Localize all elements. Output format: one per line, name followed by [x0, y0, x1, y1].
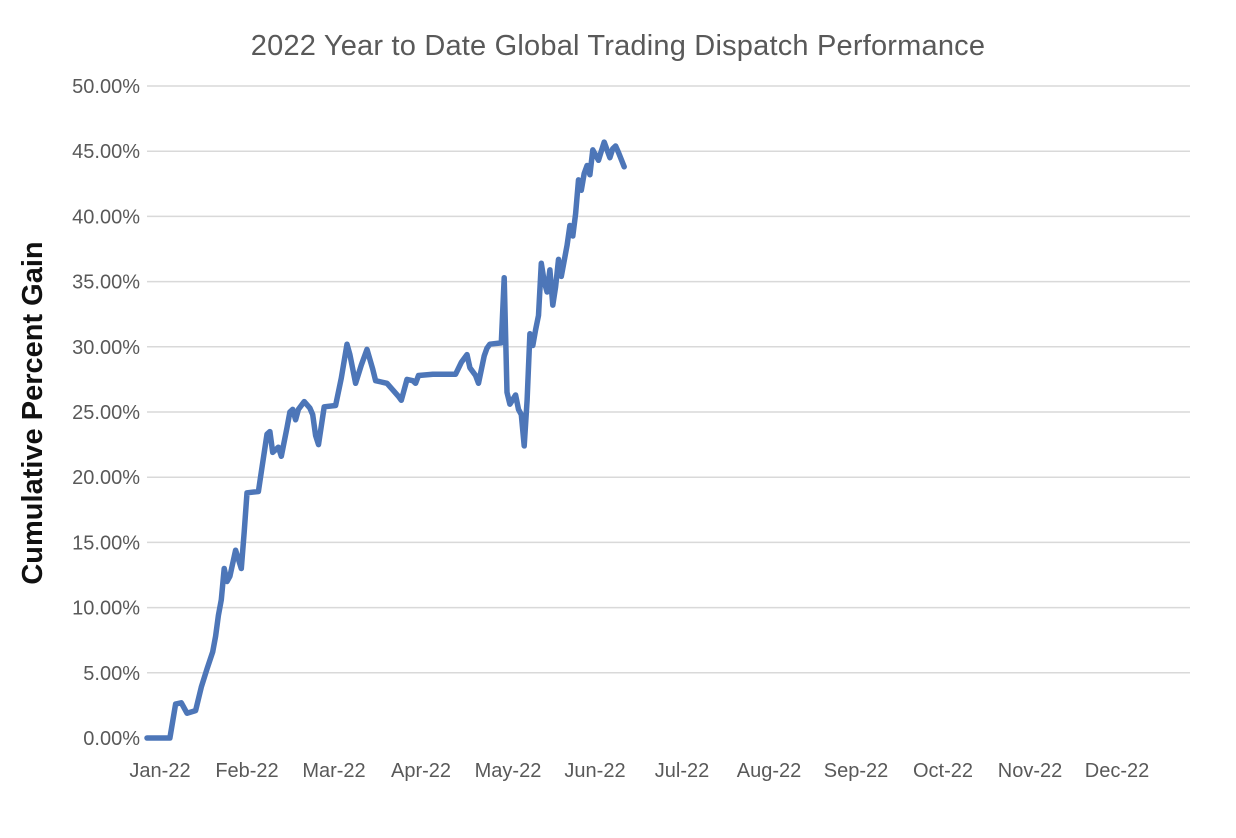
- x-tick-label: Jan-22: [129, 760, 190, 782]
- y-tick-label: 15.00%: [72, 532, 140, 554]
- performance-line: [144, 139, 627, 741]
- x-tick-label: May-22: [475, 760, 542, 782]
- y-tick-label: 10.00%: [72, 598, 140, 620]
- x-tick-label: Apr-22: [391, 760, 451, 782]
- x-tick-label: Jun-22: [564, 760, 625, 782]
- y-tick-label: 0.00%: [83, 728, 140, 750]
- y-tick-label: 50.00%: [72, 76, 140, 98]
- chart-title: 2022 Year to Date Global Trading Dispatc…: [250, 30, 986, 62]
- x-tick-label: Jul-22: [655, 760, 709, 782]
- y-tick-label: 35.00%: [72, 272, 140, 294]
- x-tick-label: Dec-22: [1085, 760, 1149, 782]
- y-tick-label: 40.00%: [72, 206, 140, 228]
- x-tick-label: Sep-22: [824, 760, 889, 782]
- x-tick-label: Aug-22: [737, 760, 802, 782]
- y-tick-label: 25.00%: [72, 402, 140, 424]
- y-tick-label: 45.00%: [72, 141, 140, 163]
- x-tick-label: Mar-22: [302, 760, 365, 782]
- y-tick-label: 20.00%: [72, 467, 140, 489]
- x-tick-label: Feb-22: [215, 760, 278, 782]
- x-tick-label: Oct-22: [913, 760, 973, 782]
- x-tick-label: Nov-22: [998, 760, 1062, 782]
- y-tick-label: 5.00%: [83, 663, 140, 685]
- y-tick-label: 30.00%: [72, 337, 140, 359]
